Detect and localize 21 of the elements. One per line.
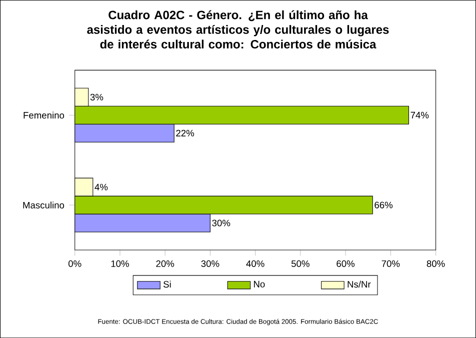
x-tick-label: 60% <box>336 260 355 267</box>
chart-title: Cuadro A02C - Género. ¿En el último año ha asistido a eventos artísticos y/o culturales o lugares de interés cultural como: Conciertos de música <box>87 10 389 48</box>
y-tick-label: Masculino <box>23 202 64 208</box>
x-tick-label: 30% <box>201 260 220 267</box>
x-tick-label: 20% <box>156 260 174 267</box>
x-tick-label: 50% <box>291 260 310 267</box>
data-label: 66% <box>374 202 393 208</box>
x-tick-label: 80% <box>426 260 445 267</box>
data-label: 30% <box>212 220 230 226</box>
legend-label: No <box>254 280 265 288</box>
data-label: 4% <box>94 184 108 190</box>
y-tick-label: Femenino <box>24 112 64 118</box>
legend-label: Ns/Nr <box>348 280 371 288</box>
data-label: 3% <box>90 94 104 100</box>
x-tick-label: 0% <box>68 260 82 267</box>
data-label: 22% <box>176 130 194 136</box>
legend-label: Si <box>163 280 171 288</box>
data-label: 74% <box>410 112 429 118</box>
x-tick-label: 10% <box>111 260 129 267</box>
x-tick-label: 40% <box>246 260 264 267</box>
x-tick-label: 70% <box>382 260 400 267</box>
